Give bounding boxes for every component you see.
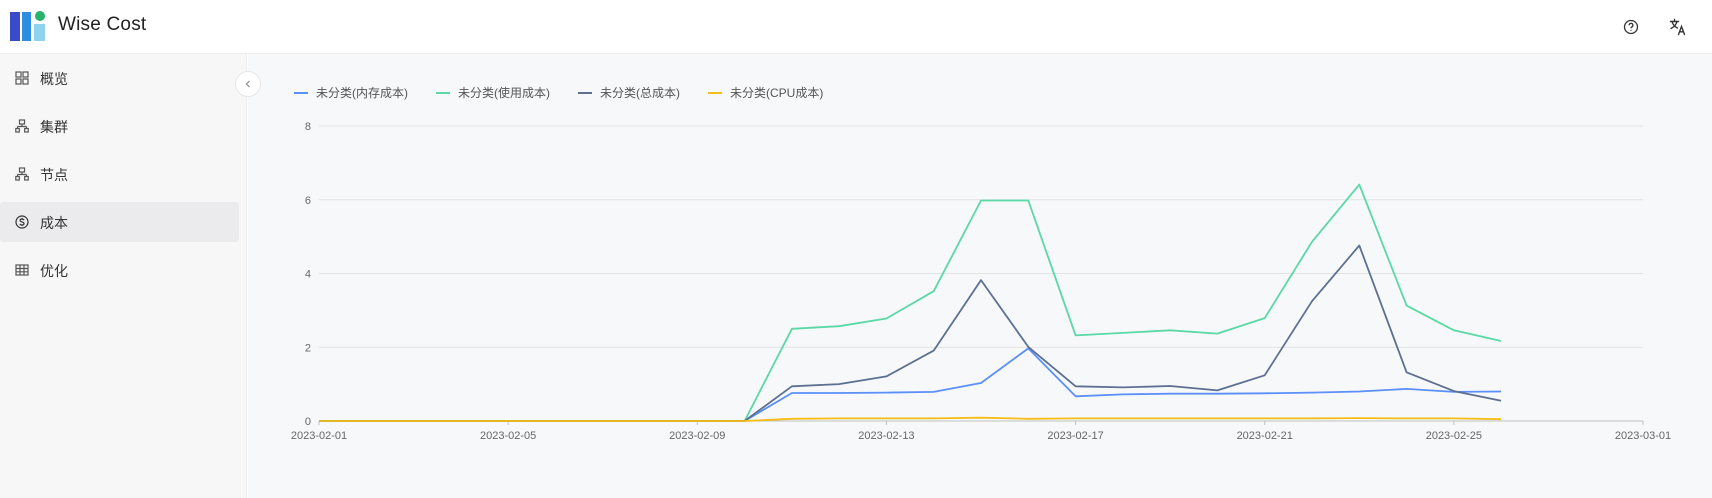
x-tick-label: 2023-02-09 <box>669 430 725 442</box>
x-tick-label: 2023-02-01 <box>291 430 347 442</box>
sidebar-item-label: 集群 <box>40 119 68 135</box>
x-tick-label: 2023-02-17 <box>1047 430 1103 442</box>
collapse-sidebar-button[interactable] <box>235 71 261 97</box>
legend-item[interactable]: 未分类(总成本) <box>578 86 680 100</box>
sidebar: 概览 集群 节点 成本 优化 <box>0 54 247 498</box>
series-line-0 <box>319 347 1502 422</box>
sidebar-item-cost[interactable]: 成本 <box>0 202 239 242</box>
node-icon <box>15 167 29 181</box>
series-line-1 <box>319 183 1502 422</box>
main-content: 0 2 4 6 8 2023-02-01 2023-02-05 2023-02-09 2023… <box>248 54 1712 498</box>
y-tick-label: 8 <box>305 121 311 133</box>
y-tick-label: 6 <box>305 195 311 207</box>
x-tick-label: 2023-02-13 <box>858 430 914 442</box>
legend-label: 未分类(CPU成本) <box>730 86 823 100</box>
brand-title: Wise Cost <box>58 14 147 35</box>
cost-line-chart: 0 2 4 6 8 2023-02-01 2023-02-05 2023-02-09 2023… <box>291 85 1671 442</box>
y-tick-label: 0 <box>305 416 311 428</box>
sidebar-item-node[interactable]: 节点 <box>0 154 239 194</box>
grid-icon <box>15 71 29 85</box>
y-tick-label: 2 <box>305 342 311 354</box>
legend-label: 未分类(使用成本) <box>458 85 550 100</box>
legend-item[interactable]: 未分类(使用成本) <box>436 85 550 100</box>
legend-item[interactable]: 未分类(内存成本) <box>294 86 408 100</box>
logo-icon <box>10 11 45 41</box>
x-tick-label: 2023-02-21 <box>1237 430 1293 442</box>
legend-label: 未分类(内存成本) <box>316 86 408 100</box>
sidebar-item-label: 节点 <box>40 167 68 183</box>
legend-item[interactable]: 未分类(CPU成本) <box>708 86 823 100</box>
series-line-2 <box>319 244 1502 422</box>
table-icon <box>15 264 29 276</box>
sidebar-item-overview[interactable]: 概览 <box>0 58 239 98</box>
sidebar-item-label: 概览 <box>40 71 68 87</box>
sidebar-item-label: 优化 <box>40 263 68 279</box>
app-header: Wise Cost <box>0 0 1712 54</box>
x-tick-label: 2023-02-25 <box>1426 430 1482 442</box>
sidebar-item-cluster[interactable]: 集群 <box>0 106 239 146</box>
translate-icon[interactable] <box>1666 15 1690 39</box>
sidebar-item-optimize[interactable]: 优化 <box>0 250 239 290</box>
help-circle-icon[interactable] <box>1619 15 1643 39</box>
x-tick-label: 2023-03-01 <box>1615 430 1671 442</box>
cluster-icon <box>15 119 29 133</box>
chevron-left-icon <box>245 80 250 88</box>
x-tick-label: 2023-02-05 <box>480 430 536 442</box>
y-tick-label: 4 <box>305 269 311 281</box>
legend-label: 未分类(总成本) <box>600 86 680 100</box>
series-line-3 <box>319 416 1502 422</box>
sidebar-item-label: 成本 <box>40 215 68 231</box>
dollar-icon <box>15 215 29 229</box>
